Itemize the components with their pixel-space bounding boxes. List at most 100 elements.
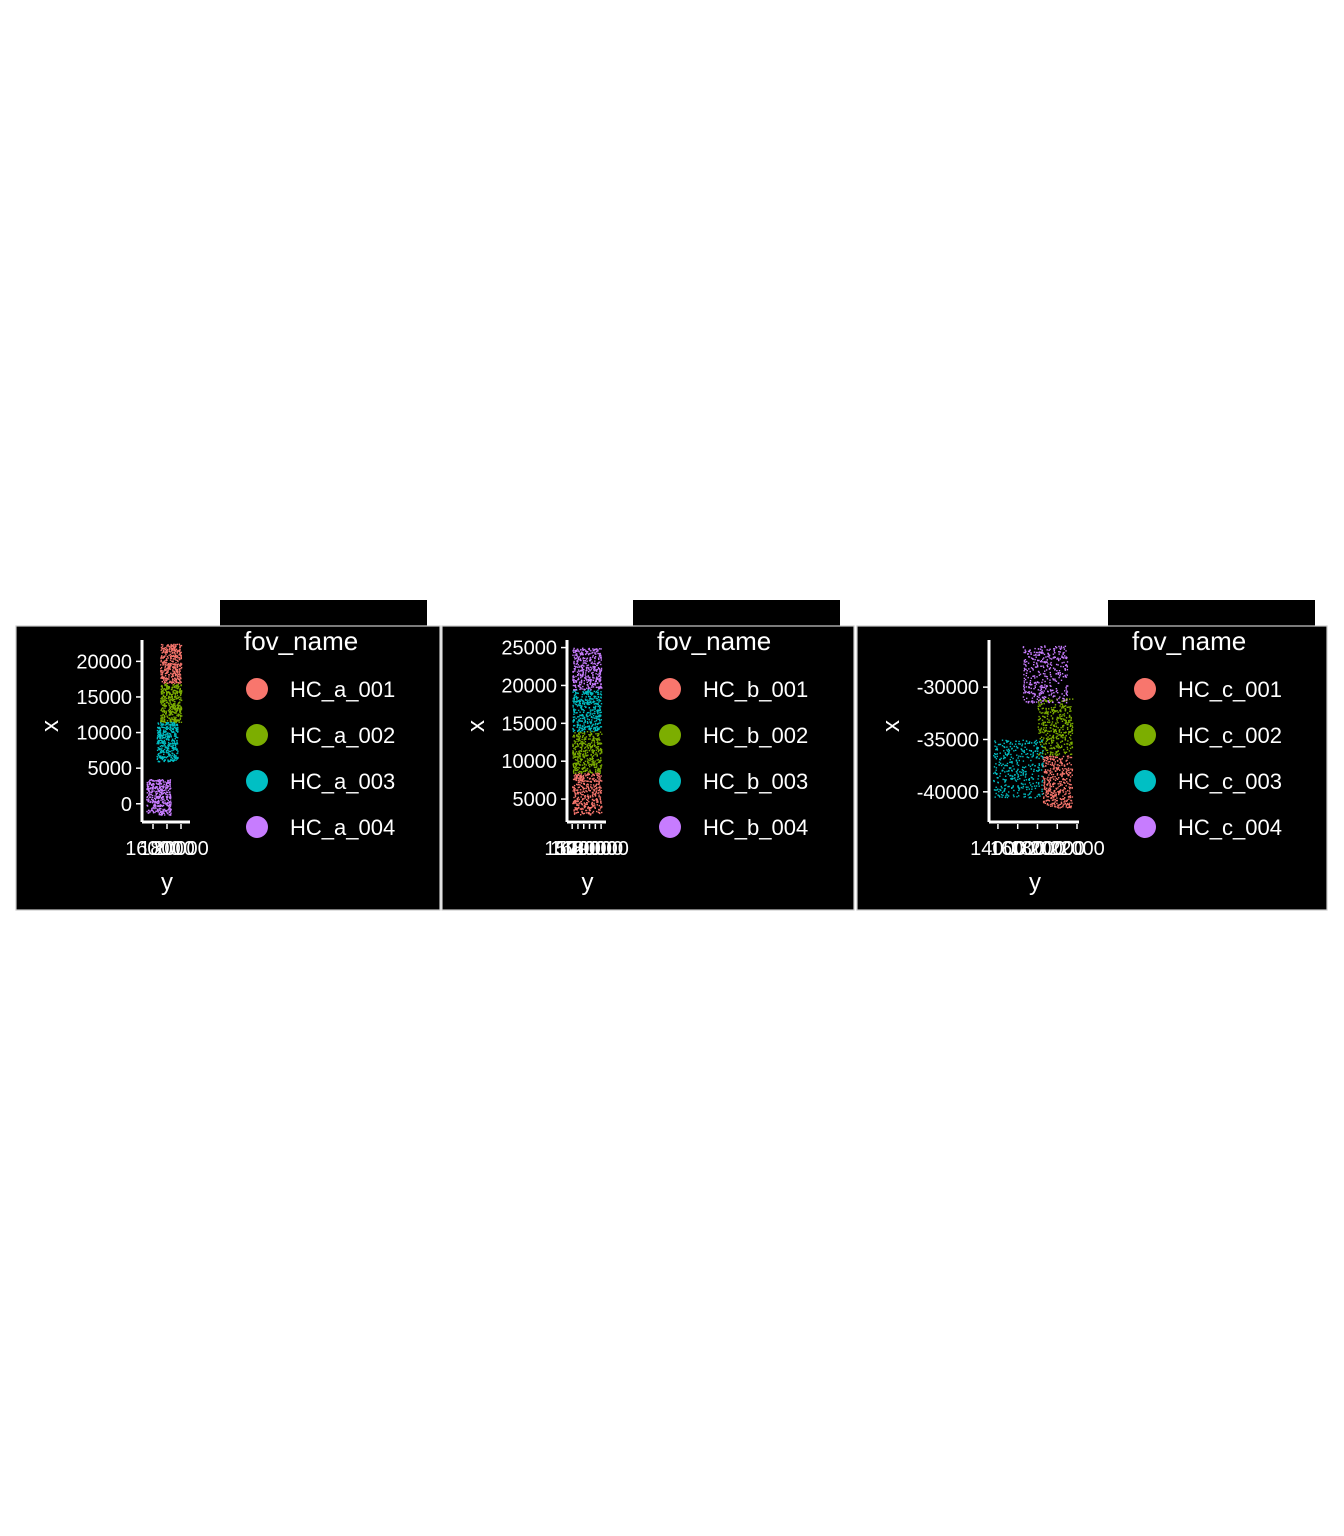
point-HC_a_001 — [160, 674, 162, 676]
point-HC_a_004 — [148, 787, 150, 790]
point-HC_c_001 — [1052, 755, 1054, 758]
point-HC_b_002 — [600, 764, 603, 766]
point-HC_b_002 — [589, 764, 591, 766]
point-HC_b_003 — [596, 709, 598, 712]
point-HC_b_004 — [575, 680, 577, 682]
point-HC_c_002 — [1043, 699, 1045, 701]
point-HC_c_004 — [1045, 660, 1047, 663]
point-HC_c_001 — [1070, 799, 1072, 802]
point-HC_b_001 — [576, 776, 578, 778]
point-HC_a_002 — [162, 689, 164, 691]
point-HC_b_001 — [600, 779, 602, 782]
point-HC_b_004 — [600, 667, 603, 670]
point-HC_c_001 — [1064, 765, 1066, 767]
point-HC_b_003 — [579, 730, 582, 733]
point-HC_c_002 — [1067, 733, 1070, 735]
point-HC_a_002 — [165, 705, 167, 707]
point-HC_a_001 — [168, 654, 170, 657]
point-HC_a_004 — [157, 789, 159, 791]
point-HC_a_004 — [168, 808, 170, 810]
point-HC_a_001 — [170, 656, 172, 658]
point-HC_c_003 — [994, 745, 996, 747]
point-HC_a_002 — [164, 707, 166, 709]
point-HC_b_002 — [591, 742, 593, 744]
point-HC_b_004 — [599, 671, 602, 674]
point-HC_a_001 — [166, 647, 168, 649]
point-HC_b_003 — [582, 702, 584, 705]
point-HC_b_002 — [579, 735, 581, 737]
point-HC_a_001 — [174, 645, 177, 647]
point-HC_a_003 — [158, 753, 160, 755]
point-HC_b_004 — [586, 687, 588, 689]
point-HC_a_003 — [156, 738, 159, 740]
point-HC_b_001 — [573, 784, 576, 787]
point-HC_a_004 — [159, 787, 161, 789]
point-HC_c_003 — [1021, 768, 1023, 771]
point-HC_b_004 — [572, 684, 575, 687]
point-HC_c_002 — [1060, 709, 1062, 711]
point-HC_a_001 — [172, 669, 174, 671]
point-HC_b_003 — [589, 714, 591, 716]
point-HC_a_002 — [176, 694, 179, 697]
point-HC_b_003 — [577, 722, 579, 724]
point-HC_c_001 — [1056, 802, 1058, 805]
point-HC_c_003 — [998, 743, 1001, 746]
point-HC_b_002 — [595, 752, 597, 754]
point-HC_b_003 — [593, 712, 595, 715]
point-HC_a_004 — [153, 805, 155, 808]
point-HC_b_003 — [595, 726, 597, 729]
point-HC_a_002 — [169, 702, 172, 704]
point-HC_c_002 — [1038, 754, 1040, 756]
point-HC_b_003 — [575, 692, 578, 694]
point-HC_c_003 — [1022, 783, 1024, 785]
point-HC_a_004 — [163, 786, 165, 788]
point-HC_a_004 — [165, 802, 167, 805]
point-HC_b_001 — [599, 797, 601, 800]
point-HC_b_003 — [596, 729, 599, 732]
point-HC_b_002 — [592, 738, 595, 740]
point-HC_a_003 — [159, 733, 162, 735]
point-HC_a_003 — [159, 745, 162, 748]
point-HC_a_004 — [165, 809, 167, 812]
point-HC_c_002 — [1069, 744, 1071, 746]
point-HC_b_001 — [587, 799, 589, 802]
point-HC_c_002 — [1069, 730, 1072, 733]
point-HC_a_002 — [162, 694, 165, 696]
point-HC_c_002 — [1062, 725, 1064, 727]
point-HC_c_004 — [1047, 666, 1049, 668]
point-HC_a_004 — [170, 796, 172, 798]
point-HC_c_004 — [1030, 701, 1033, 703]
point-HC_c_004 — [1028, 700, 1030, 703]
point-HC_b_004 — [592, 677, 594, 679]
point-HC_b_004 — [579, 654, 582, 656]
point-HC_b_001 — [583, 806, 586, 809]
point-HC_b_003 — [589, 727, 591, 730]
point-HC_b_001 — [582, 788, 585, 790]
point-HC_b_001 — [581, 799, 584, 801]
point-HC_c_004 — [1060, 645, 1063, 648]
point-HC_a_002 — [162, 700, 164, 702]
point-HC_a_002 — [161, 699, 164, 701]
point-HC_c_002 — [1050, 739, 1053, 741]
legend-label-HC_b_004: HC_b_004 — [703, 815, 808, 840]
point-HC_a_003 — [165, 726, 168, 728]
point-HC_c_004 — [1049, 671, 1051, 674]
point-HC_c_004 — [1030, 683, 1032, 685]
point-HC_c_003 — [1016, 772, 1018, 774]
point-HC_c_001 — [1061, 768, 1064, 770]
point-HC_c_003 — [1030, 796, 1032, 799]
point-HC_b_001 — [585, 809, 588, 812]
point-HC_c_001 — [1051, 792, 1054, 794]
point-HC_a_001 — [171, 663, 173, 665]
point-HC_c_003 — [1028, 749, 1031, 752]
point-HC_a_002 — [173, 721, 175, 723]
point-HC_a_004 — [163, 789, 166, 791]
point-HC_a_004 — [166, 794, 169, 796]
point-HC_c_003 — [1003, 746, 1005, 748]
point-HC_b_001 — [600, 787, 602, 789]
point-HC_c_001 — [1065, 760, 1067, 762]
point-HC_c_003 — [1035, 785, 1038, 787]
point-HC_b_001 — [591, 798, 594, 801]
point-HC_a_001 — [161, 676, 163, 678]
point-HC_a_004 — [169, 779, 171, 782]
